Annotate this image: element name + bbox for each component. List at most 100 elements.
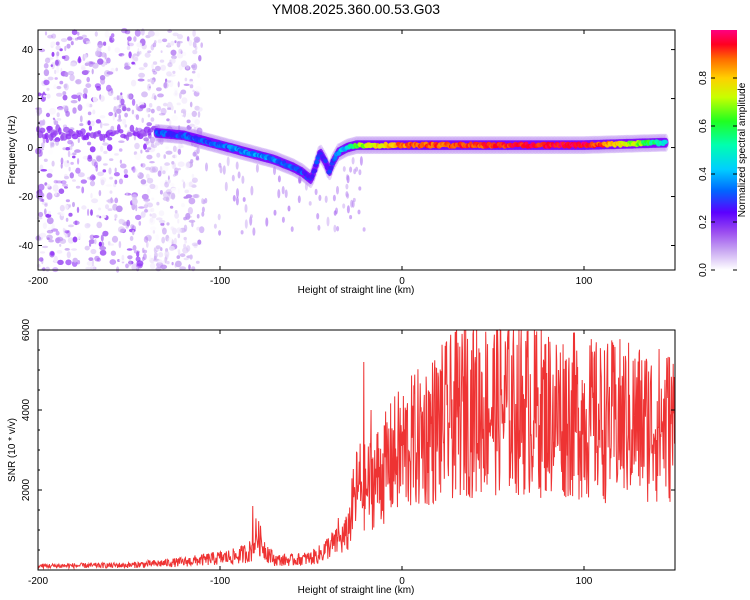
spectrogram-noise-blob	[151, 63, 154, 70]
figure-title: YM08.2025.360.00.53.G03	[272, 1, 440, 17]
spectrogram-sparse-blob	[277, 189, 281, 199]
spectrogram-noise-blob	[174, 109, 176, 114]
spectrogram-noise-blob	[126, 219, 131, 227]
spectrogram-noise-blob	[164, 179, 168, 185]
spectrogram-noise-blob	[186, 65, 190, 70]
spectrogram-noise-blob	[130, 224, 135, 229]
spectrogram-noise-blob	[196, 226, 201, 231]
spectrogram-noise-blob	[86, 76, 90, 83]
spectrogram-noise-blob	[124, 29, 131, 35]
spectrogram-noise-blob	[149, 217, 154, 223]
spectrogram-noise-blob	[105, 204, 109, 210]
spectrogram-noise-blob	[63, 160, 70, 168]
spectrogram-noise-blob	[177, 161, 185, 167]
spectrogram-y-tick-label: 40	[22, 45, 34, 56]
spectrogram-sparse-blob	[318, 194, 322, 201]
spectrogram-noise-blob	[97, 171, 104, 177]
spectrogram-noise-blob	[175, 260, 182, 268]
spectrogram-track-core	[323, 158, 328, 164]
spectrogram-noise-blob	[80, 179, 88, 184]
spectrogram-noise-blob	[118, 241, 122, 249]
spectrogram-noise-blob	[118, 148, 123, 152]
spectrogram-noise-blob	[193, 36, 201, 43]
spectrogram-noise-blob	[183, 257, 189, 261]
spectrogram-noise-blob	[45, 213, 52, 218]
spectrogram-noise-blob	[190, 229, 195, 235]
spectrogram-noise-blob	[187, 187, 194, 194]
spectrogram-noise-blob	[141, 247, 145, 254]
spectrogram-sparse-blob	[249, 214, 253, 219]
spectrogram-noise-blob	[156, 87, 162, 92]
spectrogram-noise-blob	[42, 266, 46, 272]
spectrogram-noise-blob	[162, 227, 167, 235]
spectrogram-noise-blob	[152, 230, 156, 234]
spectrogram-x-tick-label: 100	[576, 276, 593, 287]
spectrogram-noise-blob	[160, 64, 166, 71]
spectrogram-noise-blob	[134, 142, 140, 150]
spectrogram-noise-blob	[191, 60, 195, 66]
spectrogram-noise-blob	[160, 107, 167, 115]
spectrogram-noise-blob	[185, 94, 192, 99]
spectrogram-noise-blob	[126, 191, 128, 196]
spectrogram-noise-blob	[147, 187, 151, 195]
spectrogram-noise-blob	[146, 154, 153, 160]
spectrogram-noise-blob	[70, 100, 78, 104]
spectrogram-noise-blob	[153, 247, 156, 253]
spectrogram-noise-blob	[38, 183, 45, 191]
spectrogram-noise-blob	[162, 102, 168, 107]
spectrogram-noise-blob	[143, 204, 148, 209]
spectrogram-noise-blob	[99, 249, 107, 256]
spectrogram-noise-blob	[184, 77, 188, 82]
spectrogram-noise-blob	[188, 197, 196, 205]
spectrogram-noise-blob	[122, 205, 127, 213]
colorbar: 0.0 0.2 0.4 0.6 0.8 Normalized spectral ampl…	[698, 30, 748, 277]
spectrogram-noise-blob	[43, 63, 49, 69]
spectrogram-noise-blob	[39, 251, 46, 254]
spectrogram-noise-blob	[190, 159, 194, 164]
spectrogram-noise-blob	[59, 80, 64, 85]
spectrogram-noise-blob	[46, 192, 53, 200]
spectrogram-noise-blob	[158, 113, 166, 116]
spectrogram-noise-blob	[147, 142, 152, 148]
spectrogram-sparse-blob	[359, 156, 363, 166]
spectrogram-noise-blob	[103, 57, 110, 62]
spectrogram-noise-blob	[152, 61, 158, 65]
spectrogram-noise-blob	[159, 59, 165, 63]
spectrogram-noise-blob	[114, 214, 118, 219]
spectrogram-sparse-blob	[287, 205, 291, 212]
spectrogram-track-core	[662, 139, 668, 145]
spectrogram-noise-blob	[61, 55, 66, 60]
spectrogram-noise-blob	[177, 81, 180, 88]
spectrogram-noise-blob	[76, 36, 84, 40]
spectrogram-noise-blob	[122, 106, 127, 112]
spectrogram-noise-blob	[109, 158, 114, 162]
spectrogram-noise-blob	[60, 162, 63, 169]
spectrogram-noise-blob	[69, 62, 77, 67]
spectrogram-noise-blob	[120, 92, 123, 96]
spectrogram-noise-blob	[135, 103, 139, 111]
spectrogram-band-blob	[142, 132, 148, 137]
spectrogram-noise-blob	[182, 181, 186, 189]
spectrogram-noise-blob	[89, 146, 96, 153]
spectrogram-noise-blob	[155, 234, 160, 241]
spectrogram-noise-blob	[105, 184, 112, 187]
spectrogram-noise-blob	[179, 253, 186, 258]
spectrogram-noise-blob	[126, 248, 133, 251]
spectrogram-sparse-blob	[235, 196, 239, 206]
spectrogram-noise-blob	[132, 245, 137, 251]
spectrogram-noise-blob	[64, 233, 68, 238]
spectrogram-noise-blob	[181, 97, 188, 104]
spectrogram-noise-blob	[46, 93, 51, 99]
spectrogram-noise-blob	[90, 61, 95, 65]
spectrogram-noise-blob	[134, 153, 142, 161]
spectrogram-noise-blob	[140, 211, 146, 218]
spectrogram-noise-blob	[140, 163, 143, 167]
spectrogram-noise-blob	[46, 217, 54, 225]
spectrogram-noise-blob	[177, 219, 180, 224]
spectrogram-noise-blob	[119, 258, 126, 263]
spectrogram-noise-blob	[198, 55, 202, 62]
spectrogram-noise-blob	[174, 170, 179, 176]
spectrogram-noise-blob	[77, 31, 80, 36]
spectrogram-noise-blob	[36, 107, 43, 115]
spectrogram-track-core	[327, 169, 332, 174]
